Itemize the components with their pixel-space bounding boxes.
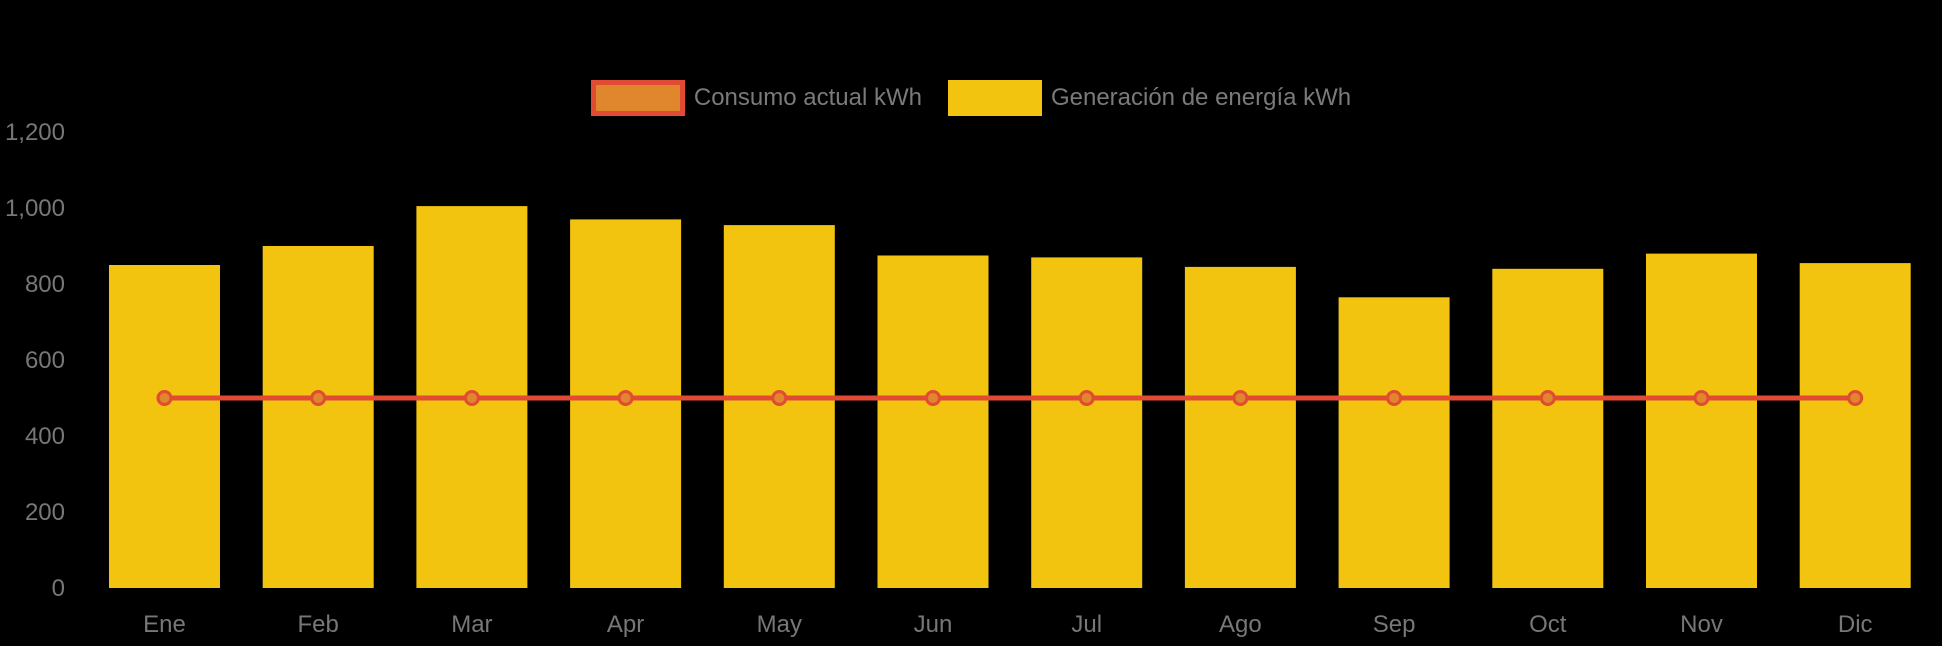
chart-legend: Consumo actual kWh Generación de energía… xyxy=(0,80,1942,116)
bar-jun[interactable] xyxy=(877,255,989,589)
y-tick-label-800: 800 xyxy=(25,271,65,298)
x-label-ago: Ago xyxy=(1219,611,1262,638)
bar-ago[interactable] xyxy=(1184,266,1296,588)
x-label-sep: Sep xyxy=(1373,611,1416,638)
line-point-ene[interactable] xyxy=(156,390,173,406)
y-tick-label-400: 400 xyxy=(25,423,65,450)
line-point-jul[interactable] xyxy=(1078,390,1095,406)
x-label-jun: Jun xyxy=(914,611,953,638)
line-point-sep[interactable] xyxy=(1386,390,1403,406)
legend-label-consumo: Consumo actual kWh xyxy=(693,84,922,111)
y-tick-label-1000: 1,000 xyxy=(5,195,65,222)
line-point-oct[interactable] xyxy=(1539,390,1556,406)
line-point-apr[interactable] xyxy=(617,390,634,406)
line-point-may[interactable] xyxy=(771,390,788,406)
generacion-swatch-icon xyxy=(947,80,1042,116)
x-label-oct: Oct xyxy=(1529,611,1567,638)
x-label-dic: Dic xyxy=(1838,611,1873,638)
y-tick-label-200: 200 xyxy=(25,499,65,526)
x-label-may: May xyxy=(757,611,802,638)
bar-dic[interactable] xyxy=(1799,263,1911,588)
legend-item-generacion[interactable]: Generación de energía kWh xyxy=(947,80,1352,116)
x-label-nov: Nov xyxy=(1680,611,1723,638)
x-label-apr: Apr xyxy=(607,611,644,638)
bar-feb[interactable] xyxy=(262,246,374,588)
consumo-swatch-icon xyxy=(590,80,685,116)
x-label-jul: Jul xyxy=(1071,611,1102,638)
bar-ene[interactable] xyxy=(109,265,220,588)
legend-label-generacion: Generación de energía kWh xyxy=(1050,84,1352,111)
x-label-mar: Mar xyxy=(451,611,492,638)
x-label-feb: Feb xyxy=(298,611,339,638)
y-tick-label-1200: 1,200 xyxy=(5,119,65,146)
bar-nov[interactable] xyxy=(1646,253,1757,588)
line-point-ago[interactable] xyxy=(1232,390,1249,406)
y-tick-label-0: 0 xyxy=(52,575,65,602)
line-point-feb[interactable] xyxy=(310,390,327,406)
legend-item-consumo[interactable]: Consumo actual kWh xyxy=(590,80,922,116)
y-tick-label-600: 600 xyxy=(25,347,65,374)
line-point-dic[interactable] xyxy=(1847,390,1864,406)
line-point-mar[interactable] xyxy=(463,390,480,406)
line-point-jun[interactable] xyxy=(925,390,941,406)
bar-oct[interactable] xyxy=(1492,268,1604,588)
bar-jul[interactable] xyxy=(1031,257,1143,588)
x-label-ene: Ene xyxy=(143,611,186,638)
line-point-nov[interactable] xyxy=(1693,390,1710,406)
bar-sep[interactable] xyxy=(1338,297,1450,588)
bar-may[interactable] xyxy=(723,225,835,588)
